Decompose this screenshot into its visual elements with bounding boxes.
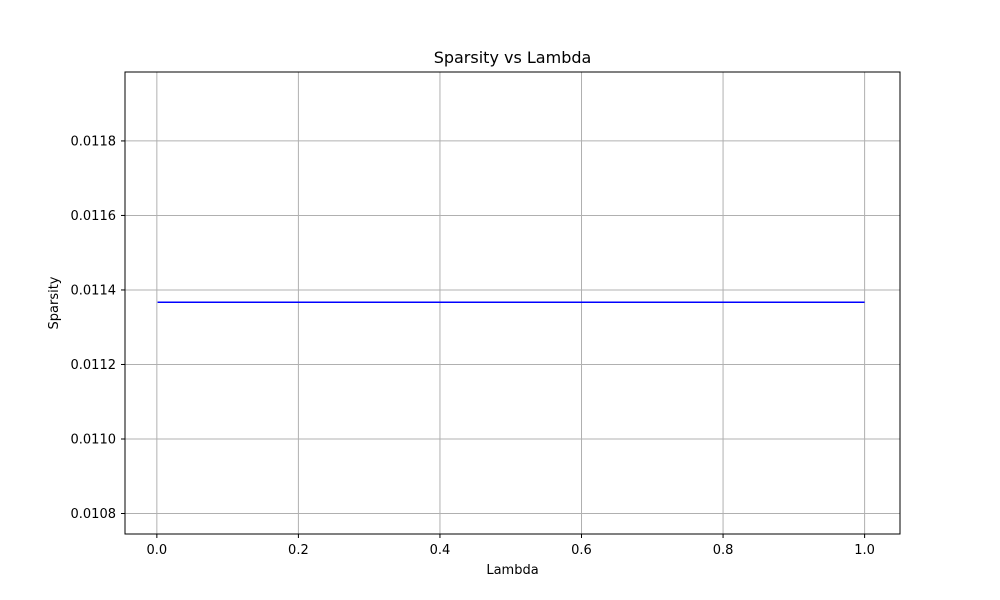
y-axis-label: Sparsity [47,276,62,329]
y-axis-ticks: 0.0108 0.0110 0.0112 0.0114 0.0116 0.0118 [71,134,125,522]
y-tick-label: 0.0108 [71,507,117,522]
x-axis-ticks: 0.0 0.2 0.4 0.6 0.8 1.0 [147,534,875,558]
y-tick-label: 0.0114 [71,283,117,298]
x-tick-label: 1.0 [854,543,875,558]
x-tick-label: 0.6 [571,543,592,558]
chart-title: Sparsity vs Lambda [434,48,592,67]
x-axis-label: Lambda [486,563,538,578]
x-tick-label: 0.4 [430,543,451,558]
y-tick-label: 0.0112 [71,358,117,373]
plot-frame [124,71,901,535]
y-tick-label: 0.0110 [71,432,117,447]
y-tick-label: 0.0116 [71,209,117,224]
x-tick-label: 0.8 [713,543,734,558]
x-tick-label: 0.0 [147,543,168,558]
y-tick-label: 0.0118 [71,134,117,149]
x-tick-label: 0.2 [288,543,309,558]
